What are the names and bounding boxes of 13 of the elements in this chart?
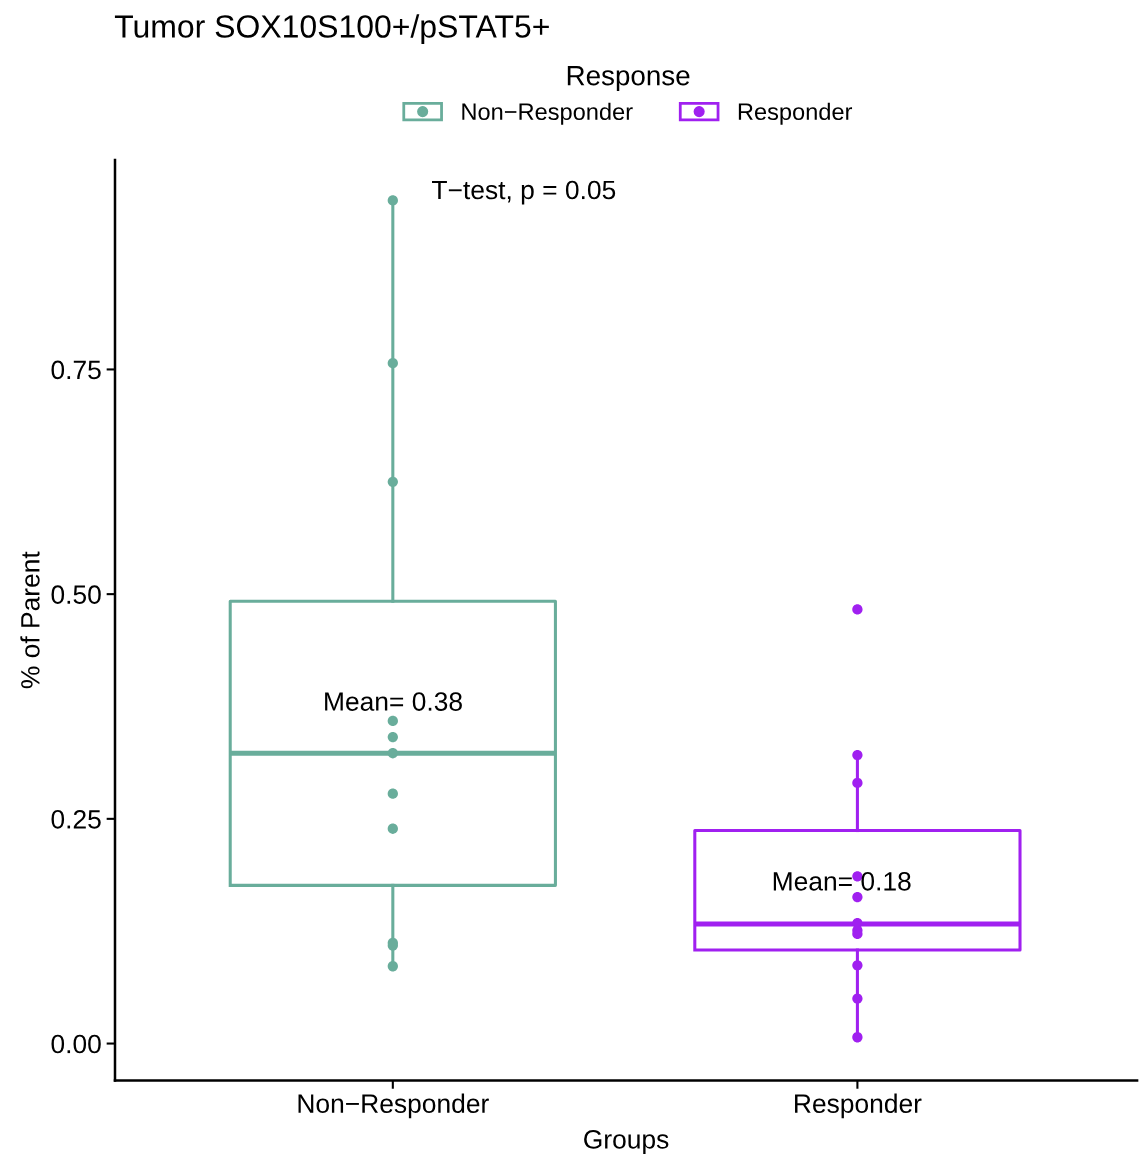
y-tick-label: 0.75 xyxy=(51,360,101,380)
y-tick-label: 0.50 xyxy=(51,585,101,604)
legend-title: Response xyxy=(567,66,690,91)
chart-title: Tumor SOX10S100+/pSTAT5+ xyxy=(114,14,549,45)
annotation: Mean= 0.38 xyxy=(325,692,462,711)
y-axis-title: % of Parent xyxy=(20,551,40,689)
annotation: Mean= 0.18 xyxy=(773,871,911,891)
annotation: T−test, p = 0.05 xyxy=(432,180,616,205)
legend-label: Non−Responder xyxy=(462,102,633,125)
legend-label: Responder xyxy=(738,102,853,125)
y-tick-label: 0.00 xyxy=(51,1034,101,1054)
y-tick-label: 0.25 xyxy=(51,809,101,829)
x-axis-title: Groups xyxy=(584,1130,669,1154)
